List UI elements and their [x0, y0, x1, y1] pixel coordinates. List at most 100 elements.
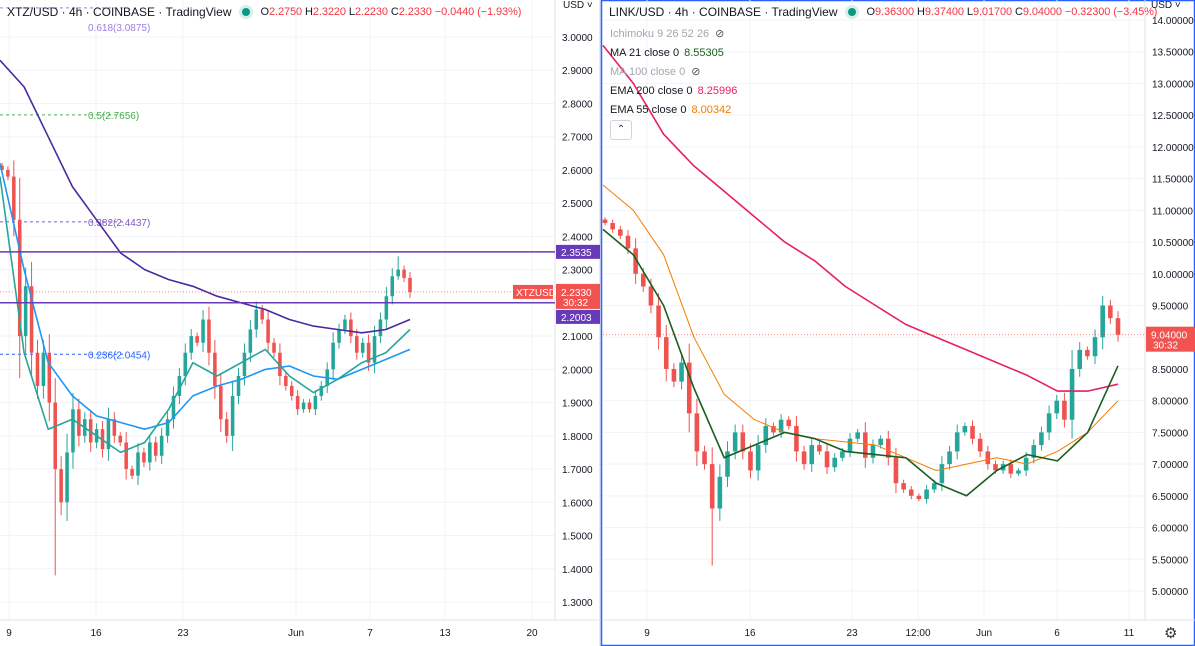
- candle-up: [331, 342, 335, 370]
- candle-down: [207, 319, 211, 353]
- symbol-tag: [513, 284, 553, 299]
- candle-down: [195, 336, 199, 343]
- candle-down: [366, 342, 371, 363]
- candle-up: [778, 419, 784, 433]
- candle-down: [1108, 305, 1113, 319]
- candle-up: [159, 435, 164, 456]
- candle-up: [840, 451, 845, 458]
- price-tick-label: 2.9000: [562, 66, 593, 77]
- right-ohlc: O9.36300 H9.37400 L9.01700 C9.04000 −0.3…: [866, 6, 1158, 18]
- candle-down: [602, 219, 608, 224]
- candle-up: [384, 296, 389, 320]
- left-ohlc: O2.2750 H2.3220 L2.2230 C2.2330 −0.0440 …: [260, 6, 522, 18]
- candle-down: [640, 273, 646, 287]
- time-tick-label: 9: [644, 628, 650, 639]
- candle-down: [786, 419, 792, 427]
- candle-down: [35, 352, 40, 386]
- candle-up: [1039, 432, 1044, 446]
- price-tick-label: 12.00000: [1152, 143, 1194, 154]
- gear-icon[interactable]: ⚙: [1164, 625, 1178, 642]
- candle-down: [625, 235, 631, 249]
- price-tick-label: 7.50000: [1152, 428, 1189, 439]
- candle-down: [817, 445, 822, 452]
- candle-up: [183, 352, 188, 376]
- eye-hidden-icon[interactable]: ⊘: [715, 28, 725, 40]
- candle-down: [284, 376, 288, 386]
- last-price-tag: [556, 283, 600, 309]
- moving-average-line: [602, 184, 1119, 471]
- candle-up: [1092, 337, 1098, 357]
- candle-down: [142, 452, 146, 463]
- candle-up: [23, 286, 28, 337]
- price-tick-label: 2.1000: [562, 332, 593, 343]
- indicator-legend-item[interactable]: EMA 200 close 0 8.25996: [610, 84, 737, 98]
- price-tick-label: 1.9000: [562, 399, 593, 410]
- left-symbol-title: XTZ/USD · 4h · COINBASE · TradingView: [7, 5, 232, 19]
- right-chart: 14.00000 13.50000 13.00000 12.50000 12.00000…: [602, 0, 1195, 639]
- candle-up: [755, 445, 761, 471]
- indicator-legend-item[interactable]: EMA 55 close 0 8.00342: [610, 103, 731, 117]
- indicator-legend-item[interactable]: MA 100 close 0 ⊘: [610, 65, 700, 79]
- indicator-label: MA 21 close 0: [610, 47, 680, 59]
- candle-down: [886, 438, 891, 458]
- candle-up: [136, 452, 140, 476]
- left-legend: XTZ/USD · 4h · COINBASE · TradingView O2…: [7, 4, 521, 20]
- candle-down: [970, 426, 975, 439]
- candle-down: [908, 489, 914, 496]
- level-price-tag-label: 2.3535: [561, 248, 592, 259]
- candle-down: [355, 336, 359, 353]
- right-legend: LINK/USD · 4h · COINBASE · TradingView O…: [609, 4, 1157, 20]
- time-tick-label: 20: [526, 628, 538, 639]
- time-tick-label: Jun: [976, 628, 992, 639]
- candle-down: [59, 469, 63, 503]
- candle-down: [1062, 400, 1067, 420]
- candle-up: [313, 395, 318, 410]
- candle-down: [130, 469, 134, 476]
- candle-up: [931, 483, 937, 490]
- candle-down: [748, 451, 753, 471]
- candle-up: [65, 452, 69, 503]
- level-price-tag: [556, 309, 600, 324]
- candle-up: [396, 269, 400, 277]
- candle-down: [219, 385, 223, 420]
- price-tick-label: 12.50000: [1152, 111, 1194, 122]
- last-price-value: 2.2330: [561, 288, 592, 299]
- price-tick-label: 2.0000: [562, 365, 593, 376]
- indicator-legend-item[interactable]: Ichimoku 9 26 52 26 ⊘: [610, 27, 724, 41]
- candle-down: [916, 495, 922, 500]
- price-tick-label: 5.50000: [1152, 555, 1189, 566]
- price-tick-label: 2.7000: [562, 133, 593, 144]
- bar-countdown: 30:32: [563, 298, 588, 309]
- market-status-icon: [847, 8, 856, 16]
- candle-down: [349, 319, 353, 337]
- candle-down: [993, 464, 998, 471]
- price-tick-label: 11.50000: [1152, 175, 1193, 186]
- price-tick-label: 14.00000: [1152, 16, 1194, 27]
- candle-up: [106, 419, 111, 450]
- candle-up: [372, 336, 377, 363]
- candle-down: [47, 352, 52, 403]
- candle-up: [847, 438, 853, 452]
- candle-up: [41, 352, 46, 386]
- candle-down: [686, 362, 692, 414]
- candle-up: [201, 319, 205, 343]
- candle-up: [725, 451, 730, 477]
- candle-up: [878, 438, 883, 446]
- candle-down: [901, 483, 906, 490]
- price-tick-label: 10.00000: [1152, 270, 1194, 281]
- candle-up: [870, 445, 876, 458]
- time-tick-label: 23: [846, 628, 858, 639]
- market-status-icon: [241, 8, 250, 16]
- price-tick-label: 1.3000: [562, 598, 593, 609]
- price-tick-label: 1.5000: [562, 532, 593, 543]
- moving-average-line: [0, 176, 411, 454]
- candle-down: [771, 426, 776, 433]
- eye-hidden-icon[interactable]: ⊘: [691, 66, 701, 78]
- right-currency-selector[interactable]: USD ˅: [1151, 0, 1181, 11]
- candle-down: [272, 342, 276, 353]
- indicator-legend-item[interactable]: MA 21 close 0 8.55305: [610, 46, 724, 60]
- collapse-indicators-button[interactable]: ⌃: [610, 120, 632, 140]
- left-currency-selector[interactable]: USD ˅: [563, 0, 593, 11]
- price-tick-label: 3.0000: [562, 33, 593, 44]
